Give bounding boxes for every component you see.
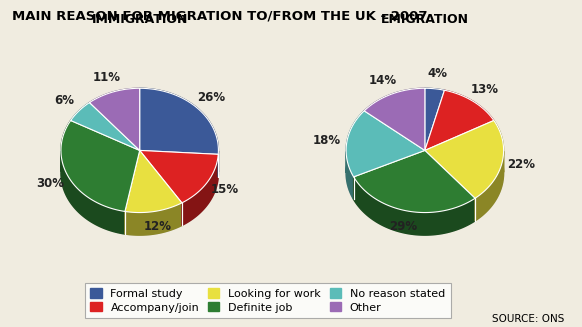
Polygon shape	[354, 150, 475, 213]
Polygon shape	[140, 88, 218, 154]
Polygon shape	[445, 90, 494, 143]
Polygon shape	[425, 120, 503, 198]
Title: IMMIGRATION: IMMIGRATION	[91, 13, 188, 26]
Polygon shape	[90, 88, 140, 125]
Text: 26%: 26%	[197, 91, 225, 104]
Polygon shape	[61, 151, 125, 234]
Polygon shape	[425, 88, 445, 150]
Text: 29%: 29%	[389, 220, 417, 233]
Polygon shape	[90, 88, 140, 150]
Text: MAIN REASON FOR MIGRATION TO/FROM THE UK - 2007: MAIN REASON FOR MIGRATION TO/FROM THE UK…	[12, 10, 427, 23]
Text: 18%: 18%	[313, 134, 341, 147]
Text: 13%: 13%	[471, 82, 499, 95]
Polygon shape	[140, 88, 218, 172]
Text: 22%: 22%	[508, 159, 535, 171]
Polygon shape	[346, 111, 364, 173]
Polygon shape	[475, 151, 503, 221]
Text: 6%: 6%	[54, 95, 74, 107]
Polygon shape	[61, 173, 218, 235]
Polygon shape	[70, 103, 140, 150]
Polygon shape	[346, 173, 503, 235]
Polygon shape	[494, 120, 503, 172]
Polygon shape	[346, 151, 354, 199]
Polygon shape	[125, 150, 182, 213]
Text: 4%: 4%	[427, 67, 447, 80]
Text: 11%: 11%	[93, 71, 120, 84]
Text: SOURCE: ONS: SOURCE: ONS	[492, 314, 565, 324]
Polygon shape	[182, 154, 218, 226]
Polygon shape	[425, 88, 445, 113]
Text: 12%: 12%	[144, 220, 172, 233]
Legend: Formal study, Accompany/join, Looking for work, Definite job, No reason stated, : Formal study, Accompany/join, Looking fo…	[85, 283, 450, 318]
Polygon shape	[354, 177, 475, 235]
Polygon shape	[61, 120, 140, 212]
Text: 15%: 15%	[210, 183, 239, 197]
Polygon shape	[364, 88, 425, 150]
Text: 14%: 14%	[369, 74, 397, 87]
Polygon shape	[125, 203, 182, 235]
Polygon shape	[364, 88, 425, 133]
Polygon shape	[425, 90, 494, 150]
Text: 30%: 30%	[37, 177, 65, 190]
Title: EMIGRATION: EMIGRATION	[381, 13, 469, 26]
Polygon shape	[140, 150, 218, 203]
Polygon shape	[70, 103, 90, 143]
Polygon shape	[61, 120, 70, 172]
Polygon shape	[346, 111, 425, 177]
